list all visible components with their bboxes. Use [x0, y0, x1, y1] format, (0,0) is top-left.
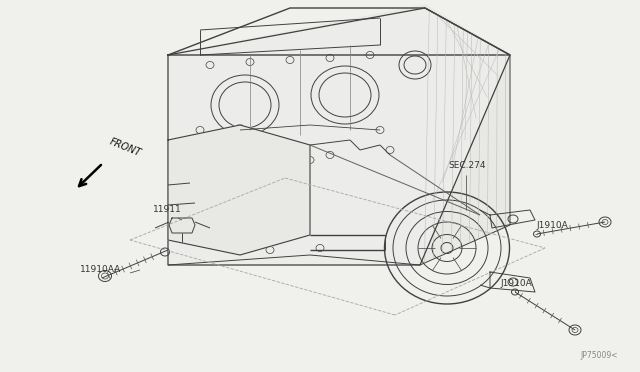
- Text: 11910AA: 11910AA: [80, 265, 121, 274]
- Polygon shape: [168, 8, 510, 265]
- Text: 11911: 11911: [153, 205, 182, 214]
- Text: J1910A: J1910A: [536, 221, 568, 230]
- Text: J1910A: J1910A: [500, 279, 532, 288]
- Text: FRONT: FRONT: [108, 136, 143, 158]
- Text: JP75009<: JP75009<: [580, 351, 618, 360]
- Text: SEC.274: SEC.274: [448, 161, 486, 170]
- Polygon shape: [168, 5, 510, 265]
- Polygon shape: [168, 125, 310, 255]
